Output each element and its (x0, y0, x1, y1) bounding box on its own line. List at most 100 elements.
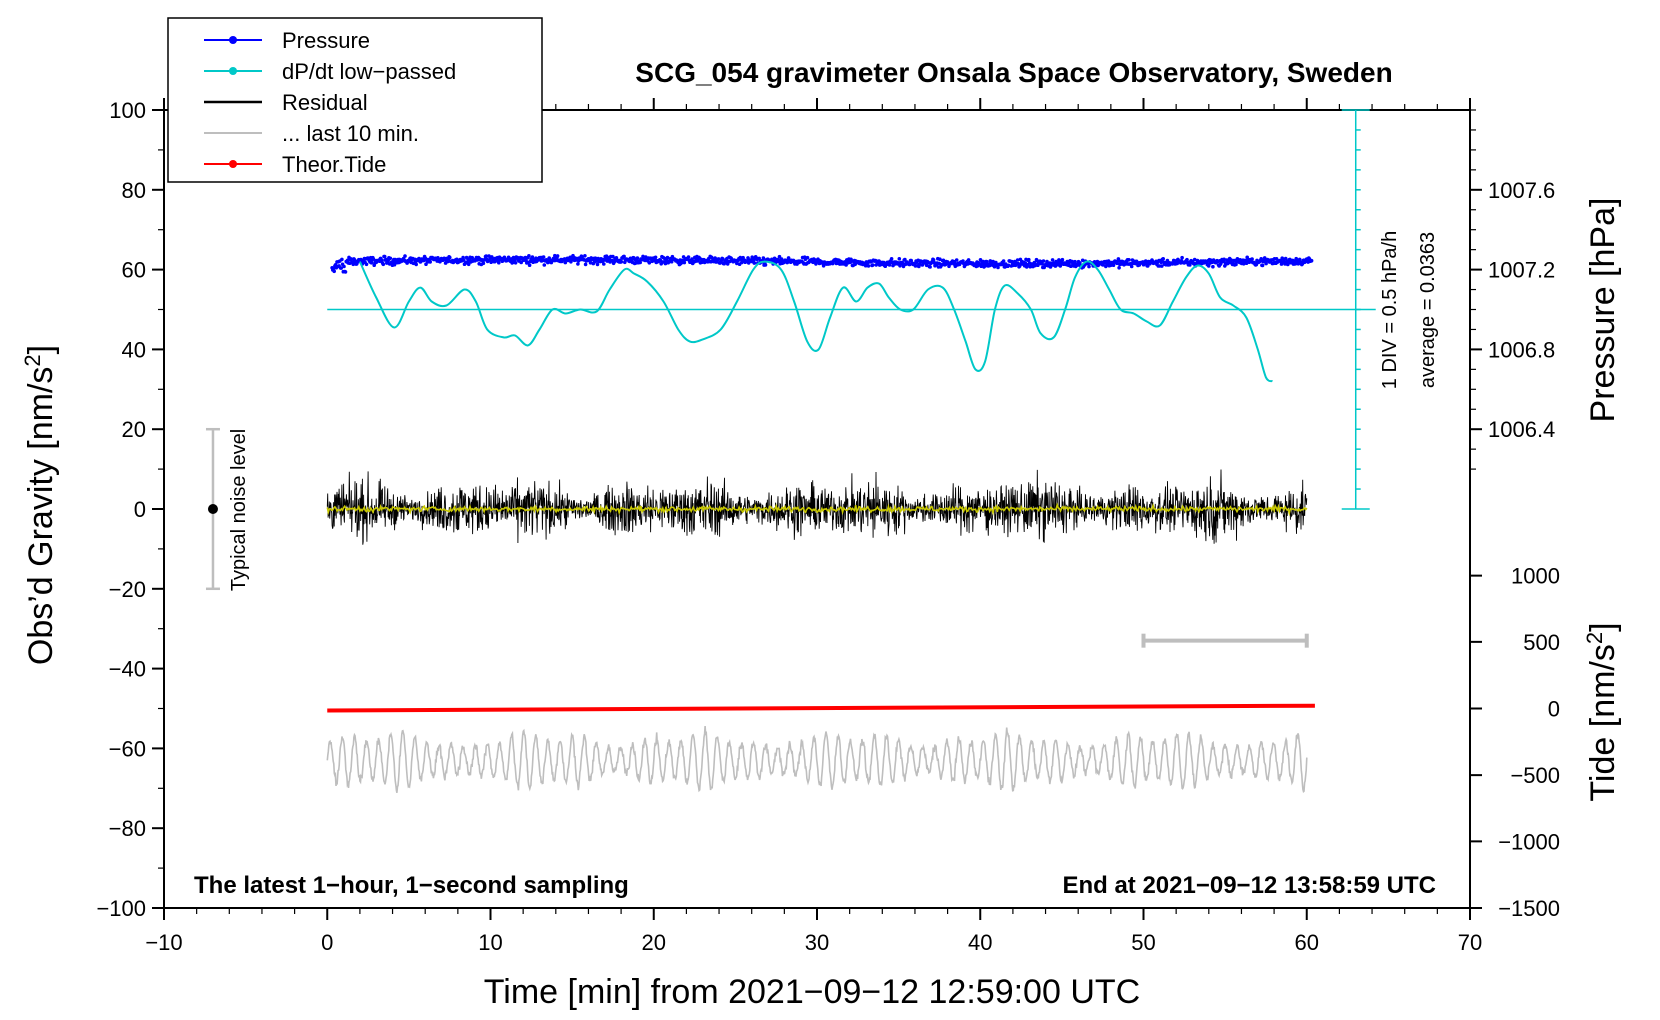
x-tick-label: 50 (1131, 930, 1155, 955)
last-10-min-line (326, 725, 1308, 793)
pressure-point (553, 258, 558, 263)
pressure-point (1143, 259, 1148, 263)
pressure-point (1297, 257, 1302, 262)
tide-axis-label-main: Tide [nm/s (1584, 644, 1622, 801)
y-tick-label: 20 (122, 417, 146, 442)
pressure-point (382, 254, 387, 259)
pressure-point (527, 254, 531, 258)
pressure-point (1292, 259, 1296, 263)
pressure-point (941, 258, 946, 263)
pressure-point (966, 258, 971, 262)
pressure-point (1053, 264, 1058, 268)
pressure-point (928, 265, 932, 269)
y-axis-label-main: Obs’d Gravity [nm/s (22, 367, 60, 666)
pressure-point (981, 259, 986, 264)
bottom-right-note: End at 2021−09−12 13:58:59 UTC (1062, 872, 1436, 899)
tide-axis-label-end: ] (1584, 622, 1622, 631)
pressure-point (889, 257, 894, 261)
pressure-point (1127, 258, 1131, 262)
pressure-point (985, 259, 989, 264)
pressure-point (527, 263, 532, 268)
pressure-point (1161, 257, 1165, 261)
pressure-point (866, 264, 871, 268)
pressure-point (682, 260, 687, 265)
pressure-point (339, 266, 344, 270)
pressure-point (388, 256, 393, 261)
pressure-point (1001, 259, 1006, 263)
pressure-point (924, 263, 929, 268)
pressure-point (777, 254, 782, 259)
x-tick-label: 30 (805, 930, 829, 955)
pressure-point (996, 265, 1000, 270)
y-tick-label: −100 (96, 896, 146, 921)
pressure-point (414, 262, 419, 267)
pressure-point (470, 255, 475, 260)
pressure-point (1238, 258, 1242, 262)
legend-marker (229, 67, 237, 75)
tide-tick-label: −1000 (1498, 829, 1560, 854)
pressure-point (481, 261, 486, 266)
pressure-point (1264, 261, 1268, 266)
tide-tick-label: 500 (1523, 630, 1560, 655)
bottom-left-note: The latest 1−hour, 1−second sampling (194, 872, 629, 899)
pressure-point (1111, 263, 1116, 268)
pressure-point (987, 263, 992, 268)
pressure-point (380, 258, 384, 263)
legend-marker (229, 160, 237, 168)
dpdt-lowpassed-line (358, 260, 1273, 383)
pressure-point (709, 255, 714, 260)
noise-level-label: Typical noise level (228, 429, 250, 591)
tide-axis-label-sup: 2 (1582, 632, 1607, 644)
pressure-point (349, 257, 353, 261)
pressure-point (1160, 264, 1164, 268)
pressure-point (938, 257, 942, 262)
pressure-point (364, 262, 369, 267)
pressure-point (752, 261, 757, 265)
pressure-point (735, 261, 739, 266)
x-tick-label: 10 (478, 930, 502, 955)
pressure-point (386, 258, 391, 263)
legend-label: Pressure (282, 28, 370, 53)
legend-label: Theor.Tide (282, 152, 386, 177)
residual-smoothed-line (326, 502, 1308, 517)
pressure-point (484, 254, 489, 258)
pressure-point (1188, 263, 1192, 267)
pressure-point (1087, 264, 1091, 269)
pressure-point (1250, 257, 1254, 261)
pressure-series (330, 253, 1314, 274)
pressure-tick-label: 1006.4 (1488, 417, 1555, 442)
pressure-point (1040, 262, 1044, 266)
pressure-point (1260, 263, 1265, 268)
pressure-point (716, 257, 721, 261)
legend: Pressure dP/dt low−passed Residual ... last… (167, 17, 543, 183)
pressure-point (369, 261, 374, 265)
pressure-point (436, 255, 440, 260)
residual-line (326, 469, 1308, 545)
legend-box (167, 17, 543, 183)
pressure-point (619, 259, 624, 264)
x-tick-label: 20 (642, 930, 666, 955)
y-tick-label: −20 (109, 577, 146, 602)
tide-axis-label: Tide [nm/s2] (1582, 622, 1622, 801)
y-tick-label: −80 (109, 816, 146, 841)
y-tick-label: 40 (122, 337, 146, 362)
pressure-tick-label: 1007.2 (1488, 258, 1555, 283)
pressure-point (583, 262, 588, 267)
x-tick-label: 0 (321, 930, 333, 955)
tide-tick-label: 0 (1548, 697, 1560, 722)
y-tick-label: −40 (109, 657, 146, 682)
pressure-point (1078, 261, 1082, 265)
series-layer (326, 253, 1376, 793)
chart-title: SCG_054 gravimeter Onsala Space Observat… (635, 57, 1392, 88)
pressure-point (757, 256, 761, 261)
pressure-point (763, 263, 768, 267)
pressure-point (1080, 258, 1085, 263)
pressure-point (542, 263, 547, 267)
pressure-point (506, 255, 511, 260)
pressure-point (576, 262, 580, 266)
legend-label: dP/dt low−passed (282, 59, 456, 84)
pressure-point (332, 269, 337, 274)
pressure-point (563, 260, 568, 265)
y-tick-label: 60 (122, 258, 146, 283)
